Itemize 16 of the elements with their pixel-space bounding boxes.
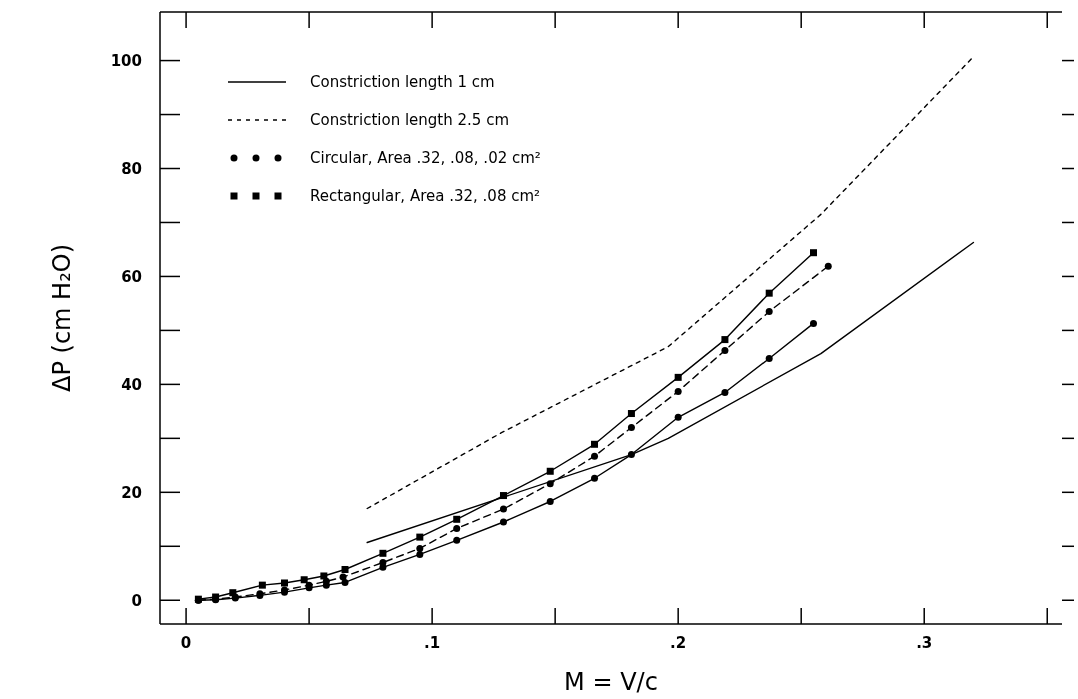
y-tick-label: 60 — [121, 267, 142, 286]
x-tick-label: .1 — [424, 634, 441, 652]
x-axis-title: M = V/c — [564, 668, 658, 696]
legend-label: Constriction length 2.5 cm — [310, 111, 509, 130]
x-tick-label: 0 — [180, 634, 192, 652]
y-tick-label: 0 — [131, 591, 142, 610]
x-tick-label: .3 — [916, 634, 933, 652]
y-tick-label: 20 — [121, 483, 142, 502]
y-axis-title: ΔP (cm H₂O) — [48, 243, 76, 393]
y-tick-label: 100 — [110, 51, 142, 70]
x-tick-label: .2 — [670, 634, 687, 652]
legend-label: Constriction length 1 cm — [310, 73, 495, 92]
y-tick-label: 80 — [121, 159, 142, 178]
legend-label: Circular, Area .32, .08, .02 cm² — [310, 149, 541, 168]
legend-label: Rectangular, Area .32, .08 cm² — [310, 187, 541, 206]
y-tick-label: 40 — [121, 375, 142, 394]
